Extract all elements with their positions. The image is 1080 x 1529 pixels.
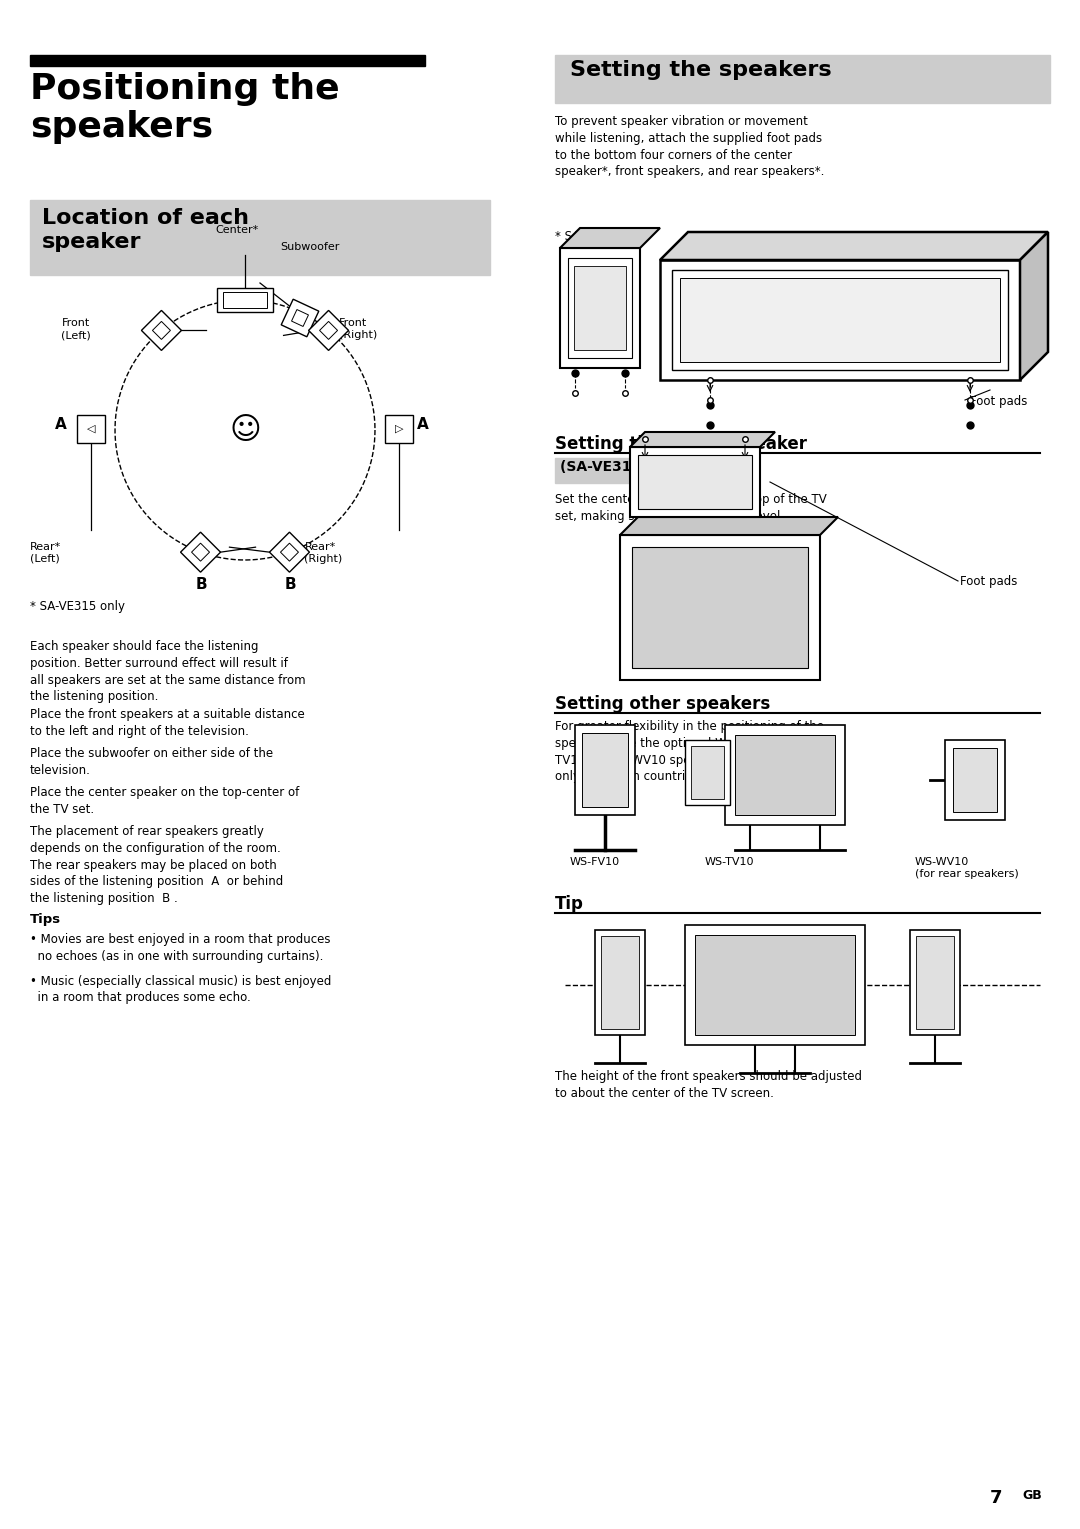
Bar <box>725 725 845 826</box>
Polygon shape <box>660 232 1048 260</box>
Bar <box>561 248 640 368</box>
Text: Set the center speaker firmly on top of the TV
set, making sure it is completely: Set the center speaker firmly on top of … <box>555 492 827 523</box>
Polygon shape <box>309 310 349 350</box>
Text: Center*: Center* <box>215 225 258 235</box>
Bar <box>696 936 855 1035</box>
Text: B: B <box>195 576 207 592</box>
Bar <box>685 740 730 804</box>
Text: WS-TV10: WS-TV10 <box>705 856 755 867</box>
Text: To prevent speaker vibration or movement
while listening, attach the supplied fo: To prevent speaker vibration or movement… <box>555 115 824 179</box>
Bar <box>575 725 635 815</box>
Bar <box>77 414 105 443</box>
Polygon shape <box>152 321 171 339</box>
Text: Subwoofer: Subwoofer <box>280 242 339 252</box>
Text: Foot pads: Foot pads <box>970 394 1027 408</box>
Text: 7: 7 <box>990 1489 1002 1508</box>
Bar <box>735 735 835 815</box>
Polygon shape <box>141 310 181 350</box>
Text: * SA-VE315 only: * SA-VE315 only <box>30 599 125 613</box>
Text: Rear*
(Right): Rear* (Right) <box>305 543 342 564</box>
Bar <box>222 292 267 307</box>
Polygon shape <box>281 543 298 561</box>
Bar <box>555 55 1050 102</box>
Text: Setting the center speaker: Setting the center speaker <box>555 434 807 453</box>
Bar <box>217 287 273 312</box>
Text: Each speaker should face the listening
position. Better surround effect will res: Each speaker should face the listening p… <box>30 641 306 703</box>
Text: Location of each
speaker: Location of each speaker <box>42 208 249 252</box>
Bar <box>672 271 1008 370</box>
Bar <box>945 740 1005 820</box>
Text: (SA-VE315 only): (SA-VE315 only) <box>561 460 686 474</box>
Bar <box>555 459 745 483</box>
Text: Setting the speakers: Setting the speakers <box>570 60 832 80</box>
Text: Place the center speaker on the top-center of
the TV set.: Place the center speaker on the top-cent… <box>30 786 299 816</box>
Polygon shape <box>561 228 660 248</box>
Bar <box>916 936 954 1029</box>
Text: The placement of rear speakers greatly
depends on the configuration of the room.: The placement of rear speakers greatly d… <box>30 826 283 905</box>
Text: Positioning the
speakers: Positioning the speakers <box>30 72 339 144</box>
Text: Front
(Right): Front (Right) <box>338 318 377 339</box>
Polygon shape <box>281 300 319 336</box>
Bar <box>632 547 808 668</box>
Polygon shape <box>180 532 220 572</box>
Polygon shape <box>270 532 310 572</box>
Polygon shape <box>630 433 775 446</box>
Text: Place the front speakers at a suitable distance
to the left and right of the tel: Place the front speakers at a suitable d… <box>30 708 305 739</box>
Text: • Movies are best enjoyed in a room that produces
  no echoes (as in one with su: • Movies are best enjoyed in a room that… <box>30 934 330 963</box>
Bar <box>568 258 632 358</box>
Bar <box>595 930 645 1035</box>
Bar <box>680 278 1000 362</box>
Bar <box>573 266 626 350</box>
Polygon shape <box>292 309 309 327</box>
Text: A: A <box>55 417 67 433</box>
Text: * SA-VE315 only: * SA-VE315 only <box>555 229 650 243</box>
Text: B: B <box>284 576 296 592</box>
Text: • Music (especially classical music) is best enjoyed
  in a room that produces s: • Music (especially classical music) is … <box>30 974 332 1005</box>
Bar <box>685 925 865 1044</box>
Text: WS-FV10: WS-FV10 <box>570 856 620 867</box>
Polygon shape <box>620 517 838 535</box>
Text: Rear*
(Left): Rear* (Left) <box>30 543 62 564</box>
Text: Foot pads: Foot pads <box>960 575 1017 589</box>
Text: ☺: ☺ <box>229 416 261 445</box>
Text: For greater flexibility in the positioning of the
speakers, use the optional WS-: For greater flexibility in the positioni… <box>555 720 824 783</box>
Bar <box>600 936 639 1029</box>
Bar <box>630 446 760 517</box>
Text: Setting other speakers: Setting other speakers <box>555 696 770 713</box>
Text: Front
(Left): Front (Left) <box>62 318 91 339</box>
Text: Place the subwoofer on either side of the
television.: Place the subwoofer on either side of th… <box>30 748 273 777</box>
Text: ▷: ▷ <box>395 424 403 434</box>
Bar <box>660 260 1020 381</box>
Bar <box>582 732 627 807</box>
Bar <box>910 930 960 1035</box>
Text: The height of the front speakers should be adjusted
to about the center of the T: The height of the front speakers should … <box>555 1070 862 1099</box>
Bar <box>638 456 752 509</box>
Polygon shape <box>1020 232 1048 381</box>
Text: WS-WV10
(for rear speakers): WS-WV10 (for rear speakers) <box>915 856 1018 879</box>
Bar <box>620 535 820 680</box>
Text: Tips: Tips <box>30 913 62 925</box>
Polygon shape <box>191 543 210 561</box>
Bar <box>30 200 490 275</box>
Text: GB: GB <box>1022 1489 1042 1501</box>
Bar <box>953 748 997 812</box>
Bar <box>691 746 724 800</box>
Text: Tip: Tip <box>555 894 584 913</box>
Bar <box>30 55 426 66</box>
Bar <box>384 414 413 443</box>
Text: A: A <box>417 417 429 433</box>
Polygon shape <box>320 321 338 339</box>
Text: ◁: ◁ <box>86 424 95 434</box>
